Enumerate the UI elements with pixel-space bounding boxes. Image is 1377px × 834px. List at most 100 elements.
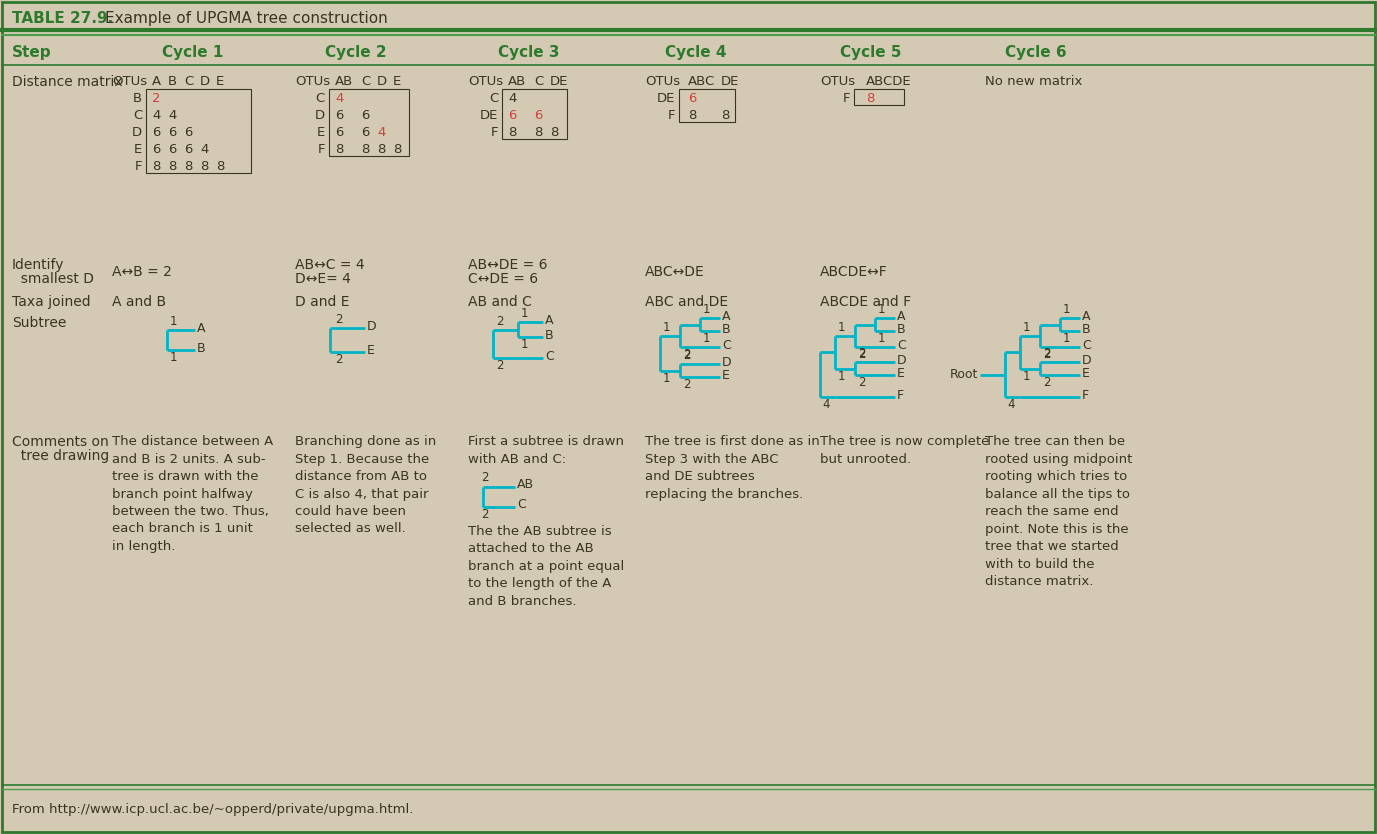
Text: Distance matrix: Distance matrix [12, 75, 123, 89]
Text: A↔B = 2: A↔B = 2 [112, 265, 172, 279]
Text: Subtree: Subtree [12, 316, 66, 330]
Text: 6: 6 [361, 126, 369, 139]
Text: Taxa joined: Taxa joined [12, 295, 91, 309]
Text: DE: DE [722, 75, 739, 88]
Text: 1: 1 [1063, 303, 1070, 316]
Bar [146, 89, 251, 173]
Text: ABCDE and F: ABCDE and F [819, 295, 912, 309]
Text: ABC and DE: ABC and DE [644, 295, 728, 309]
Text: 8: 8 [549, 126, 559, 139]
Text: F: F [318, 143, 325, 156]
Text: C: C [1082, 339, 1091, 351]
Text: The tree is first done as in
Step 3 with the ABC
and DE subtrees
replacing the b: The tree is first done as in Step 3 with… [644, 435, 819, 500]
Text: 6: 6 [534, 109, 543, 122]
Text: E: E [134, 143, 142, 156]
Text: F: F [1082, 389, 1089, 401]
Bar [679, 89, 735, 122]
Text: 4: 4 [508, 92, 516, 105]
Text: C: C [545, 349, 554, 363]
Text: D: D [377, 75, 387, 88]
Text: A: A [722, 309, 731, 323]
Text: D: D [315, 109, 325, 122]
Text: Cycle 1: Cycle 1 [162, 44, 223, 59]
Text: The tree is now complete
but unrooted.: The tree is now complete but unrooted. [819, 435, 990, 465]
Text: D↔E= 4: D↔E= 4 [295, 272, 351, 286]
Text: 6: 6 [151, 143, 160, 156]
Bar [503, 89, 567, 139]
Text: OTUs: OTUs [295, 75, 330, 88]
Text: TABLE 27.9.: TABLE 27.9. [12, 11, 113, 26]
Text: 4: 4 [168, 109, 176, 122]
Text: 1: 1 [704, 332, 711, 345]
Text: 6: 6 [361, 109, 369, 122]
Text: 8: 8 [185, 160, 193, 173]
Text: 1: 1 [839, 369, 845, 383]
Text: 6: 6 [168, 126, 176, 139]
Text: B: B [132, 92, 142, 105]
Bar [329, 89, 409, 156]
Text: 1: 1 [521, 338, 529, 351]
Text: 1: 1 [662, 371, 671, 384]
Text: 2: 2 [683, 348, 690, 361]
Text: 1: 1 [521, 307, 529, 320]
Text: Comments on: Comments on [12, 435, 109, 449]
Text: 2: 2 [683, 378, 690, 391]
Text: 8: 8 [200, 160, 208, 173]
Text: D: D [368, 319, 377, 333]
Text: D: D [200, 75, 211, 88]
Text: 6: 6 [185, 126, 193, 139]
Text: C: C [132, 109, 142, 122]
Text: C: C [185, 75, 193, 88]
Text: A: A [197, 321, 205, 334]
Text: AB↔C = 4: AB↔C = 4 [295, 258, 365, 272]
Text: AB: AB [516, 478, 534, 490]
Text: C↔DE = 6: C↔DE = 6 [468, 272, 538, 286]
Text: 1: 1 [879, 332, 885, 345]
Text: E: E [368, 344, 375, 356]
Text: 8: 8 [534, 126, 543, 139]
Text: AB: AB [335, 75, 354, 88]
Text: Identify: Identify [12, 258, 65, 272]
Text: E: E [1082, 366, 1089, 379]
Text: 4: 4 [200, 143, 208, 156]
Text: Cycle 2: Cycle 2 [325, 44, 387, 59]
Text: OTUs: OTUs [819, 75, 855, 88]
Text: No new matrix: No new matrix [985, 75, 1082, 88]
Text: OTUs: OTUs [468, 75, 503, 88]
Text: B: B [722, 323, 731, 335]
Text: D: D [1082, 354, 1092, 366]
Text: ABCDE: ABCDE [866, 75, 912, 88]
Text: 1: 1 [169, 315, 178, 328]
Text: A: A [896, 309, 906, 323]
Text: E: E [722, 369, 730, 381]
Text: 8: 8 [151, 160, 160, 173]
Text: ABCDE↔F: ABCDE↔F [819, 265, 888, 279]
Text: 1: 1 [879, 303, 885, 316]
Text: 1: 1 [169, 351, 178, 364]
Text: C: C [534, 75, 544, 88]
Bar [854, 89, 903, 105]
Text: C: C [489, 92, 498, 105]
Text: D: D [132, 126, 142, 139]
Text: Cycle 5: Cycle 5 [840, 44, 902, 59]
Text: F: F [490, 126, 498, 139]
Text: The tree can then be
rooted using midpoint
rooting which tries to
balance all th: The tree can then be rooted using midpoi… [985, 435, 1132, 588]
Text: C: C [516, 498, 526, 510]
Text: 2: 2 [335, 353, 343, 366]
Text: 6: 6 [151, 126, 160, 139]
Text: DE: DE [479, 109, 498, 122]
Text: D: D [722, 355, 731, 369]
Text: From http://www.icp.ucl.ac.be/~opperd/private/upgma.html.: From http://www.icp.ucl.ac.be/~opperd/pr… [12, 803, 413, 816]
Text: 4: 4 [377, 126, 386, 139]
Text: DE: DE [549, 75, 569, 88]
Text: DE: DE [657, 92, 675, 105]
Text: B: B [545, 329, 554, 341]
Text: ABC↔DE: ABC↔DE [644, 265, 705, 279]
Text: Cycle 4: Cycle 4 [665, 44, 727, 59]
Text: 6: 6 [335, 126, 343, 139]
Text: B: B [896, 323, 906, 335]
Text: 8: 8 [361, 143, 369, 156]
Text: 2: 2 [1042, 348, 1051, 361]
Text: The the AB subtree is
attached to the AB
branch at a point equal
to the length o: The the AB subtree is attached to the AB… [468, 525, 624, 608]
Text: 2: 2 [1042, 376, 1051, 389]
